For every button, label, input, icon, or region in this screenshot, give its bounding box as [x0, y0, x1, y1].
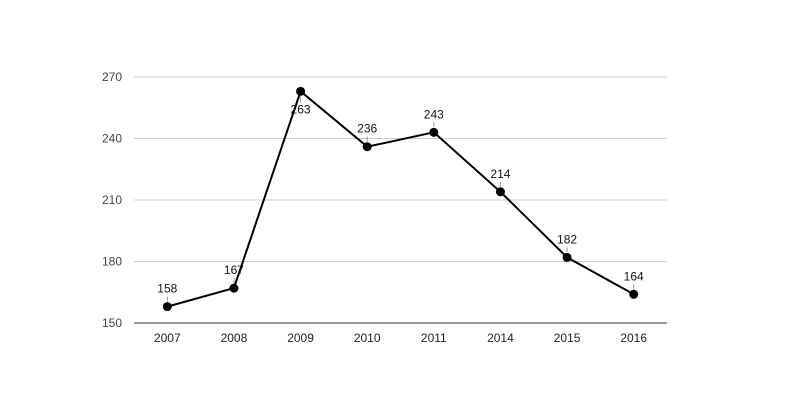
data-label: 158 — [157, 282, 177, 296]
data-point — [362, 142, 372, 152]
y-tick-label: 270 — [102, 70, 122, 84]
data-point — [162, 302, 172, 312]
series-line — [167, 89, 635, 308]
y-tick-label: 180 — [102, 255, 122, 269]
x-tick-label: 2010 — [354, 331, 381, 345]
data-label: 263 — [291, 102, 311, 116]
x-tick-label: 2009 — [287, 331, 314, 345]
x-tick-label: 2008 — [221, 331, 248, 345]
x-tick-label: 2015 — [554, 331, 581, 345]
data-point — [495, 187, 505, 197]
data-label: 164 — [624, 269, 644, 283]
data-label: 167 — [224, 263, 244, 277]
y-axis-tick-labels: 150 180 210 240 270 — [102, 70, 122, 330]
x-tick-label: 2014 — [487, 331, 514, 345]
data-points — [162, 86, 639, 312]
data-point — [629, 289, 639, 299]
x-tick-label: 2011 — [421, 331, 447, 345]
data-label: 182 — [557, 232, 577, 246]
x-tick-label: 2007 — [154, 331, 181, 345]
data-label: 243 — [424, 107, 444, 121]
x-tick-label: 2016 — [620, 331, 647, 345]
data-label: 236 — [357, 122, 377, 136]
y-tick-label: 240 — [102, 132, 122, 146]
y-tick-label: 210 — [102, 193, 122, 207]
gridlines — [134, 76, 667, 262]
data-point — [429, 127, 439, 137]
data-point — [562, 252, 572, 262]
y-tick-label: 150 — [102, 316, 122, 330]
data-point — [229, 283, 239, 293]
data-labels: 158 167 263 236 243 214 182 164 — [157, 96, 644, 302]
data-point — [296, 86, 306, 96]
data-label: 214 — [490, 167, 510, 181]
x-axis-tick-labels: 2007 2008 2009 2010 2011 2014 2015 2016 — [154, 331, 647, 345]
